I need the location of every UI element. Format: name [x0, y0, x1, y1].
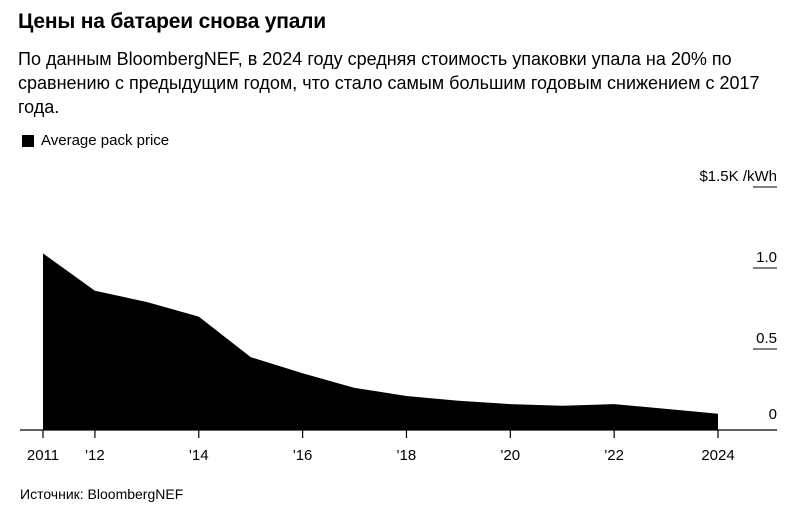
y-tick-label-1: 0.5	[756, 330, 777, 347]
y-tick-label-0: 0	[769, 406, 777, 423]
x-tick-label-1: '12	[85, 447, 105, 464]
legend: Average pack price	[22, 132, 169, 149]
legend-label: Average pack price	[41, 132, 170, 149]
y-tick-label-2: 1.0	[756, 249, 777, 266]
x-tick-label-0: 2011	[27, 447, 59, 464]
x-tick-label-5: '20	[501, 447, 521, 464]
chart-title: Цены на батареи снова упали	[18, 10, 327, 33]
x-tick-label-6: '22	[604, 447, 624, 464]
source-note: Источник: BloombergNEF	[20, 486, 184, 502]
x-tick-label-4: '18	[397, 447, 417, 464]
y-tick-label-3: $1.5K /kWh	[699, 168, 777, 185]
x-tick-label-7: 2024	[701, 447, 734, 464]
legend-swatch	[22, 134, 34, 147]
chart-subtitle: По данным BloombergNEF, в 2024 году сред…	[18, 49, 760, 117]
area-series-0	[43, 253, 718, 430]
x-tick-label-2: '14	[189, 447, 209, 464]
x-tick-label-3: '16	[293, 447, 313, 464]
